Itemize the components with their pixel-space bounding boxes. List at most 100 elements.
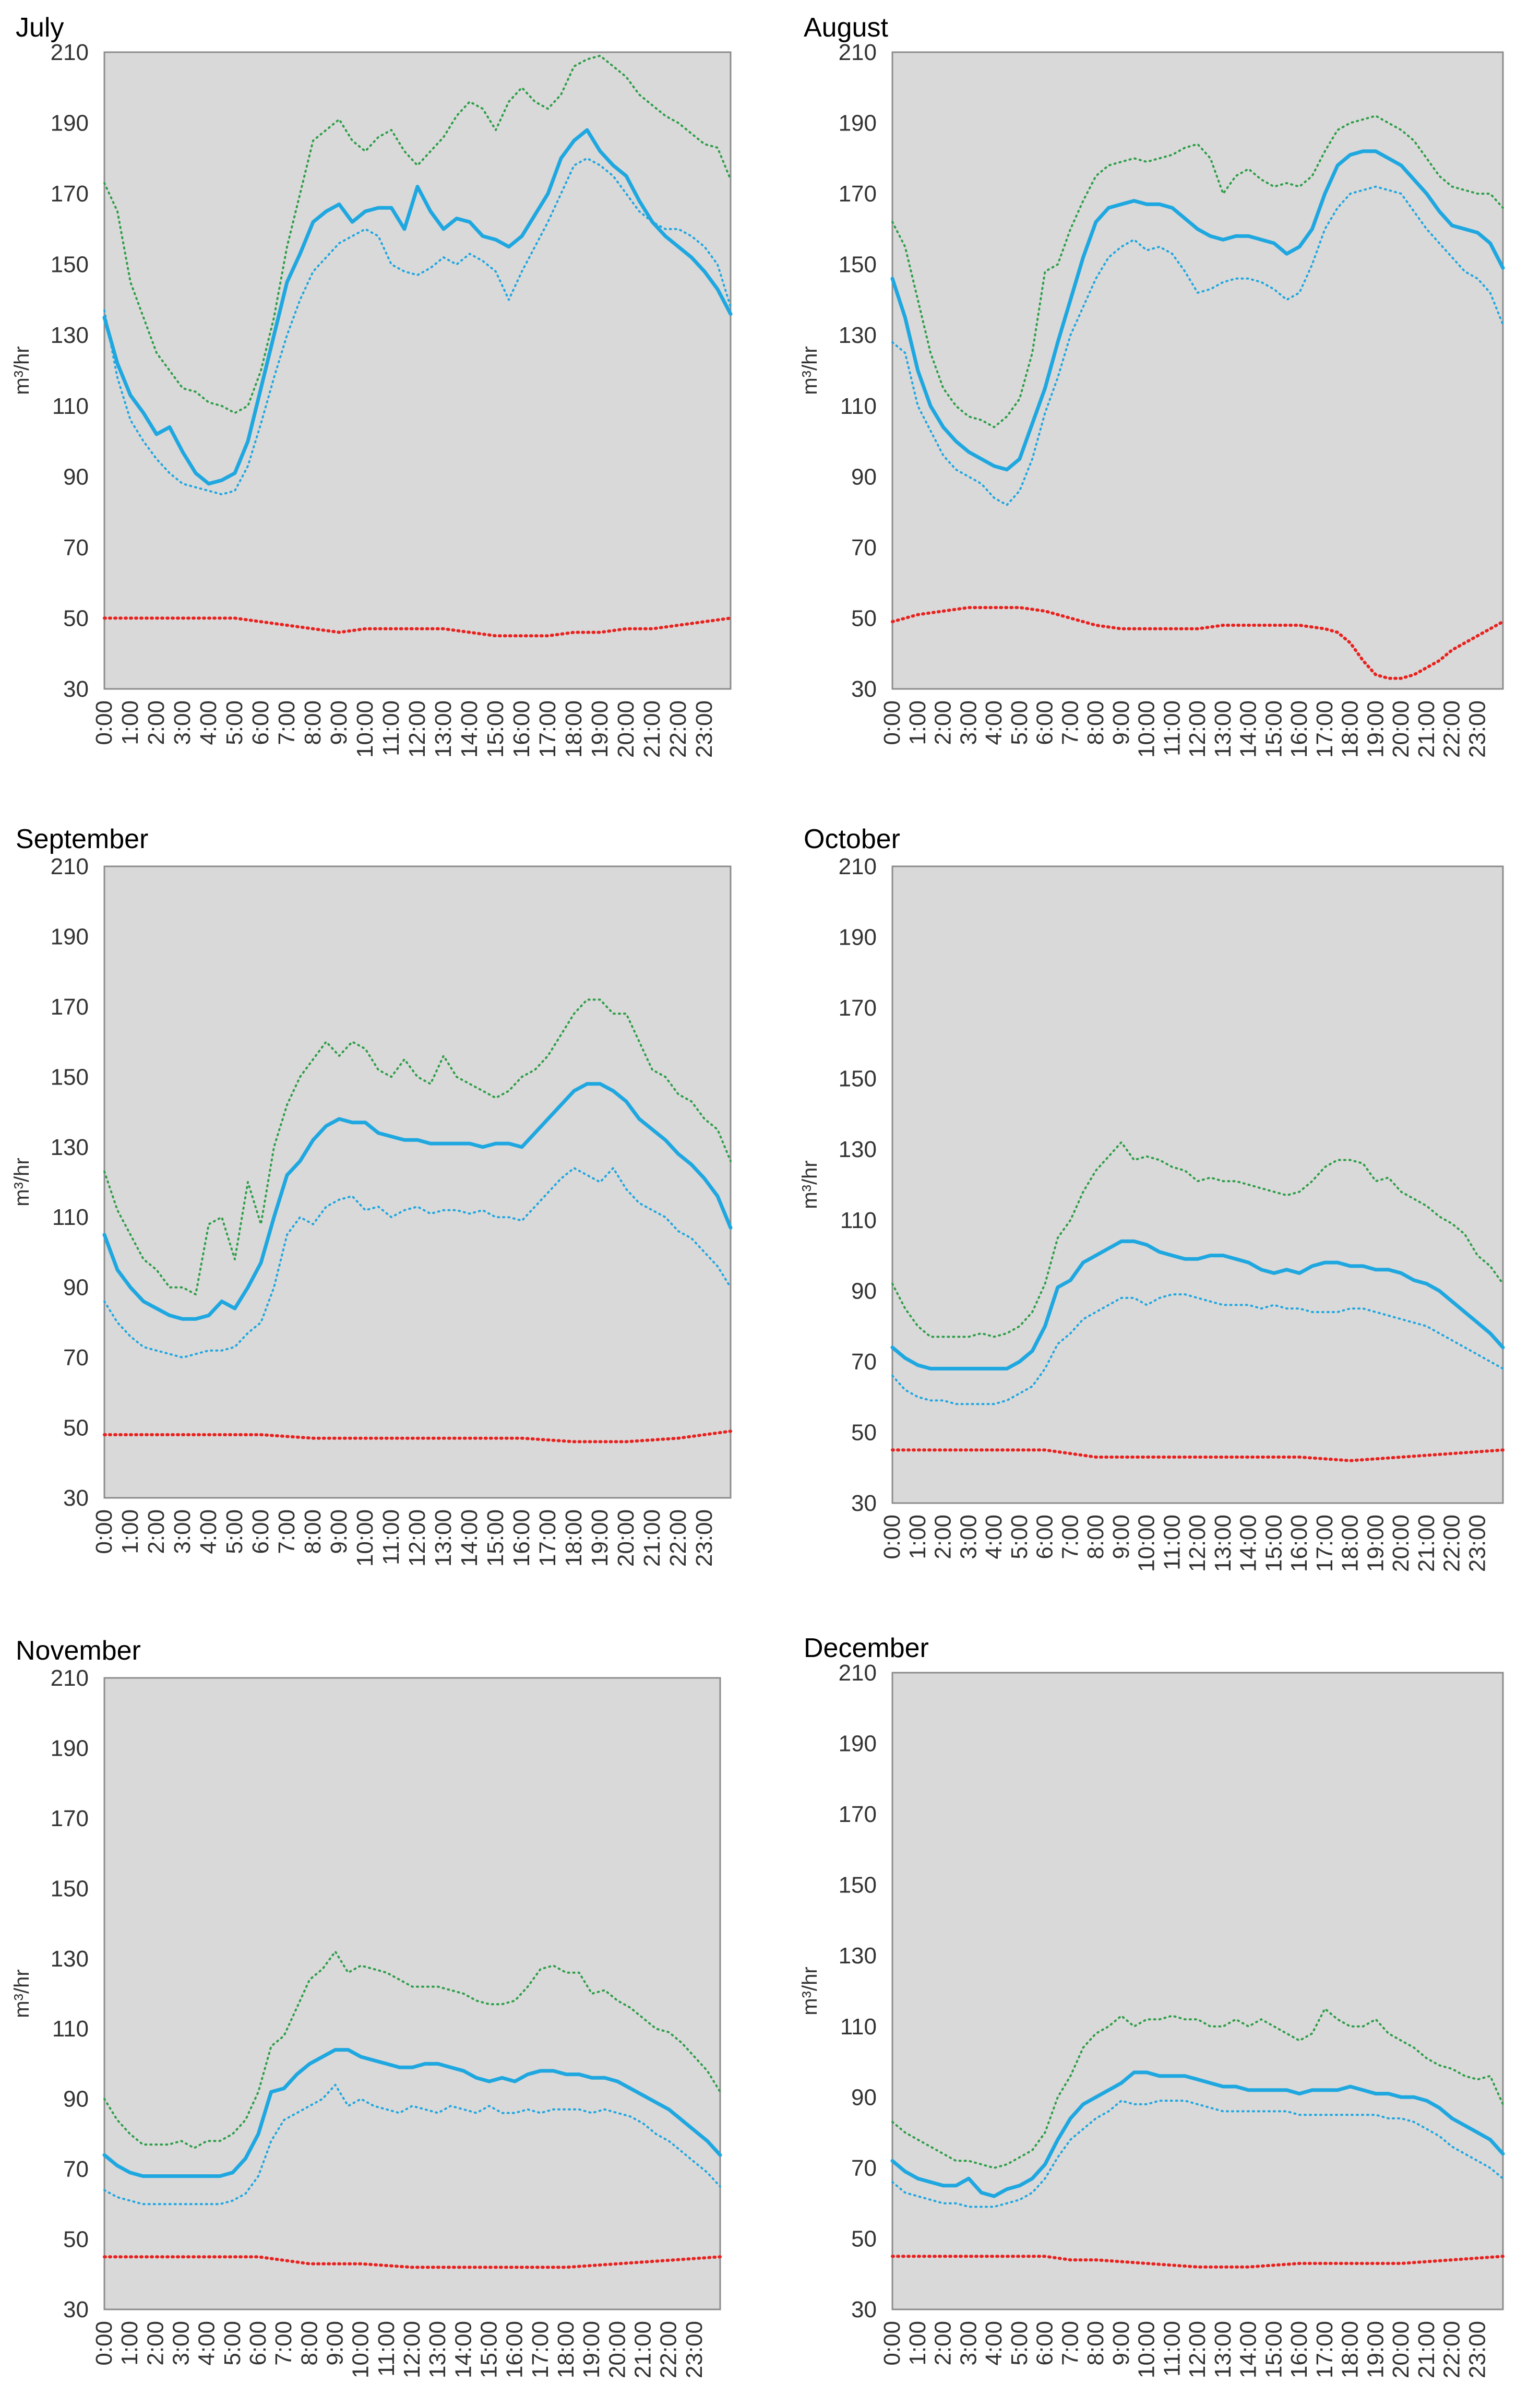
y-tick-label: 90 [63, 2087, 89, 2112]
x-tick-label: 13:00 [425, 2321, 450, 2378]
x-tick-label: 6:00 [248, 1509, 273, 1554]
x-tick-label: 21:00 [1414, 700, 1439, 758]
y-tick-label: 130 [51, 323, 89, 348]
x-tick-label: 2:00 [142, 2321, 168, 2366]
x-tick-label: 16:00 [1286, 2321, 1312, 2378]
y-tick-label: 210 [51, 1665, 89, 1691]
x-tick-label: 16:00 [509, 700, 534, 758]
x-tick-label: 18:00 [561, 1509, 587, 1567]
chart-title: August [804, 13, 888, 43]
x-tick-label: 0:00 [91, 1509, 117, 1554]
x-tick-label: 10:00 [1134, 2321, 1160, 2378]
y-axis-label: m³/hr [10, 346, 33, 395]
x-tick-label: 22:00 [1439, 2321, 1465, 2378]
x-tick-label: 16:00 [1286, 1515, 1312, 1572]
y-tick-label: 70 [63, 2156, 89, 2182]
x-tick-label: 11:00 [1159, 1515, 1185, 1570]
x-tick-label: 19:00 [1363, 2321, 1388, 2378]
x-tick-label: 13:00 [431, 1509, 456, 1567]
y-tick-label: 110 [52, 1205, 89, 1230]
x-tick-label: 15:00 [483, 1509, 508, 1567]
y-tick-label: 130 [839, 1943, 877, 1969]
x-tick-label: 10:00 [1134, 700, 1160, 758]
chart-title: November [16, 1636, 141, 1666]
x-tick-label: 8:00 [1083, 700, 1108, 745]
y-tick-label: 150 [839, 1066, 877, 1092]
x-tick-label: 23:00 [1464, 2321, 1490, 2378]
x-tick-label: 22:00 [665, 700, 691, 758]
x-tick-label: 5:00 [1007, 700, 1032, 745]
y-tick-label: 90 [63, 1275, 89, 1301]
x-tick-label: 2:00 [144, 700, 169, 745]
chart-title: October [804, 824, 900, 854]
x-tick-label: 5:00 [220, 2321, 245, 2366]
plot-area [891, 1672, 1504, 2310]
series-max-line [103, 998, 732, 1296]
x-tick-label: 10:00 [1134, 1515, 1160, 1572]
x-tick-label: 8:00 [300, 1509, 326, 1554]
series-mean-line [890, 2070, 1505, 2198]
x-tick-label: 18:00 [1338, 700, 1363, 758]
plot-area [891, 865, 1504, 1504]
y-axis-label: m³/hr [798, 1967, 821, 2015]
x-tick-label: 10:00 [352, 1509, 378, 1567]
y-tick-label: 190 [839, 111, 877, 136]
x-tick-label: 4:00 [196, 1509, 221, 1554]
x-tick-label: 0:00 [879, 700, 905, 745]
y-tick-label: 50 [63, 605, 89, 631]
x-tick-label: 7:00 [274, 1509, 300, 1554]
x-tick-label: 15:00 [476, 2321, 502, 2378]
x-tick-label: 6:00 [1032, 2321, 1058, 2366]
x-tick-label: 13:00 [1210, 2321, 1236, 2378]
y-tick-label: 50 [63, 1415, 89, 1441]
x-tick-label: 3:00 [169, 2321, 194, 2366]
y-tick-label: 90 [851, 464, 877, 490]
x-tick-label: 4:00 [196, 700, 221, 745]
x-tick-label: 8:00 [1083, 2321, 1108, 2366]
x-tick-label: 12:00 [404, 1509, 430, 1567]
y-tick-label: 170 [51, 994, 89, 1020]
x-tick-label: 2:00 [930, 1515, 956, 1559]
x-tick-label: 6:00 [1032, 1515, 1058, 1559]
x-tick-label: 17:00 [1312, 2321, 1338, 2378]
y-tick-label: 150 [839, 1873, 877, 1898]
x-tick-label: 5:00 [222, 700, 247, 745]
x-tick-label: 0:00 [91, 700, 117, 745]
x-tick-label: 17:00 [535, 700, 560, 758]
y-axis-label: m³/hr [10, 1158, 33, 1206]
x-tick-label: 15:00 [1261, 700, 1286, 758]
series-min-line [103, 157, 732, 496]
y-tick-label: 70 [851, 2155, 877, 2181]
x-tick-label: 18:00 [1338, 1515, 1363, 1572]
series-baseline-line [891, 606, 1505, 680]
y-axis-label: m³/hr [798, 346, 821, 395]
x-tick-label: 4:00 [194, 2321, 220, 2366]
y-tick-label: 90 [63, 464, 89, 490]
x-tick-label: 17:00 [528, 2321, 553, 2378]
x-tick-label: 21:00 [1414, 1515, 1439, 1572]
x-tick-label: 20:00 [1388, 2321, 1414, 2378]
chart-title: September [16, 824, 148, 854]
y-tick-label: 130 [839, 1137, 877, 1162]
x-tick-label: 2:00 [144, 1509, 169, 1554]
x-tick-label: 3:00 [170, 1509, 195, 1554]
x-tick-label: 19:00 [1363, 1515, 1388, 1572]
plot-area [103, 1677, 721, 2310]
series-mean-line [102, 2048, 722, 2178]
x-tick-label: 10:00 [348, 2321, 374, 2378]
x-tick-label: 21:00 [639, 700, 665, 758]
x-tick-label: 20:00 [613, 1509, 639, 1567]
y-tick-label: 150 [51, 1064, 89, 1090]
series-baseline-line [103, 1429, 732, 1444]
x-tick-label: 15:00 [483, 700, 508, 758]
x-tick-label: 8:00 [296, 2321, 322, 2366]
x-tick-label: 6:00 [1032, 700, 1058, 745]
x-tick-label: 1:00 [117, 1509, 143, 1554]
x-tick-label: 1:00 [905, 2321, 930, 2366]
y-tick-label: 150 [51, 252, 89, 278]
x-tick-label: 14:00 [450, 2321, 476, 2378]
x-tick-label: 4:00 [981, 700, 1007, 745]
y-tick-label: 130 [51, 1135, 89, 1160]
y-tick-label: 30 [851, 1491, 877, 1516]
